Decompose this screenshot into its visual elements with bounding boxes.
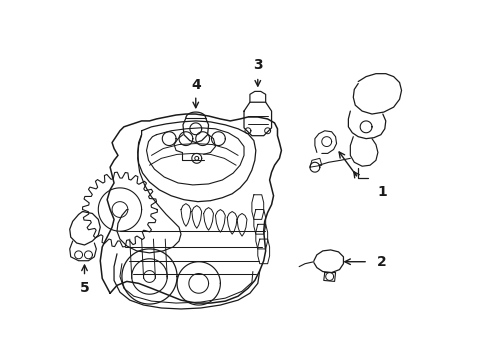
- Text: 5: 5: [80, 281, 89, 295]
- Text: 4: 4: [190, 78, 200, 93]
- Text: 2: 2: [376, 255, 386, 269]
- Text: 1: 1: [376, 185, 386, 199]
- Text: 3: 3: [252, 58, 262, 72]
